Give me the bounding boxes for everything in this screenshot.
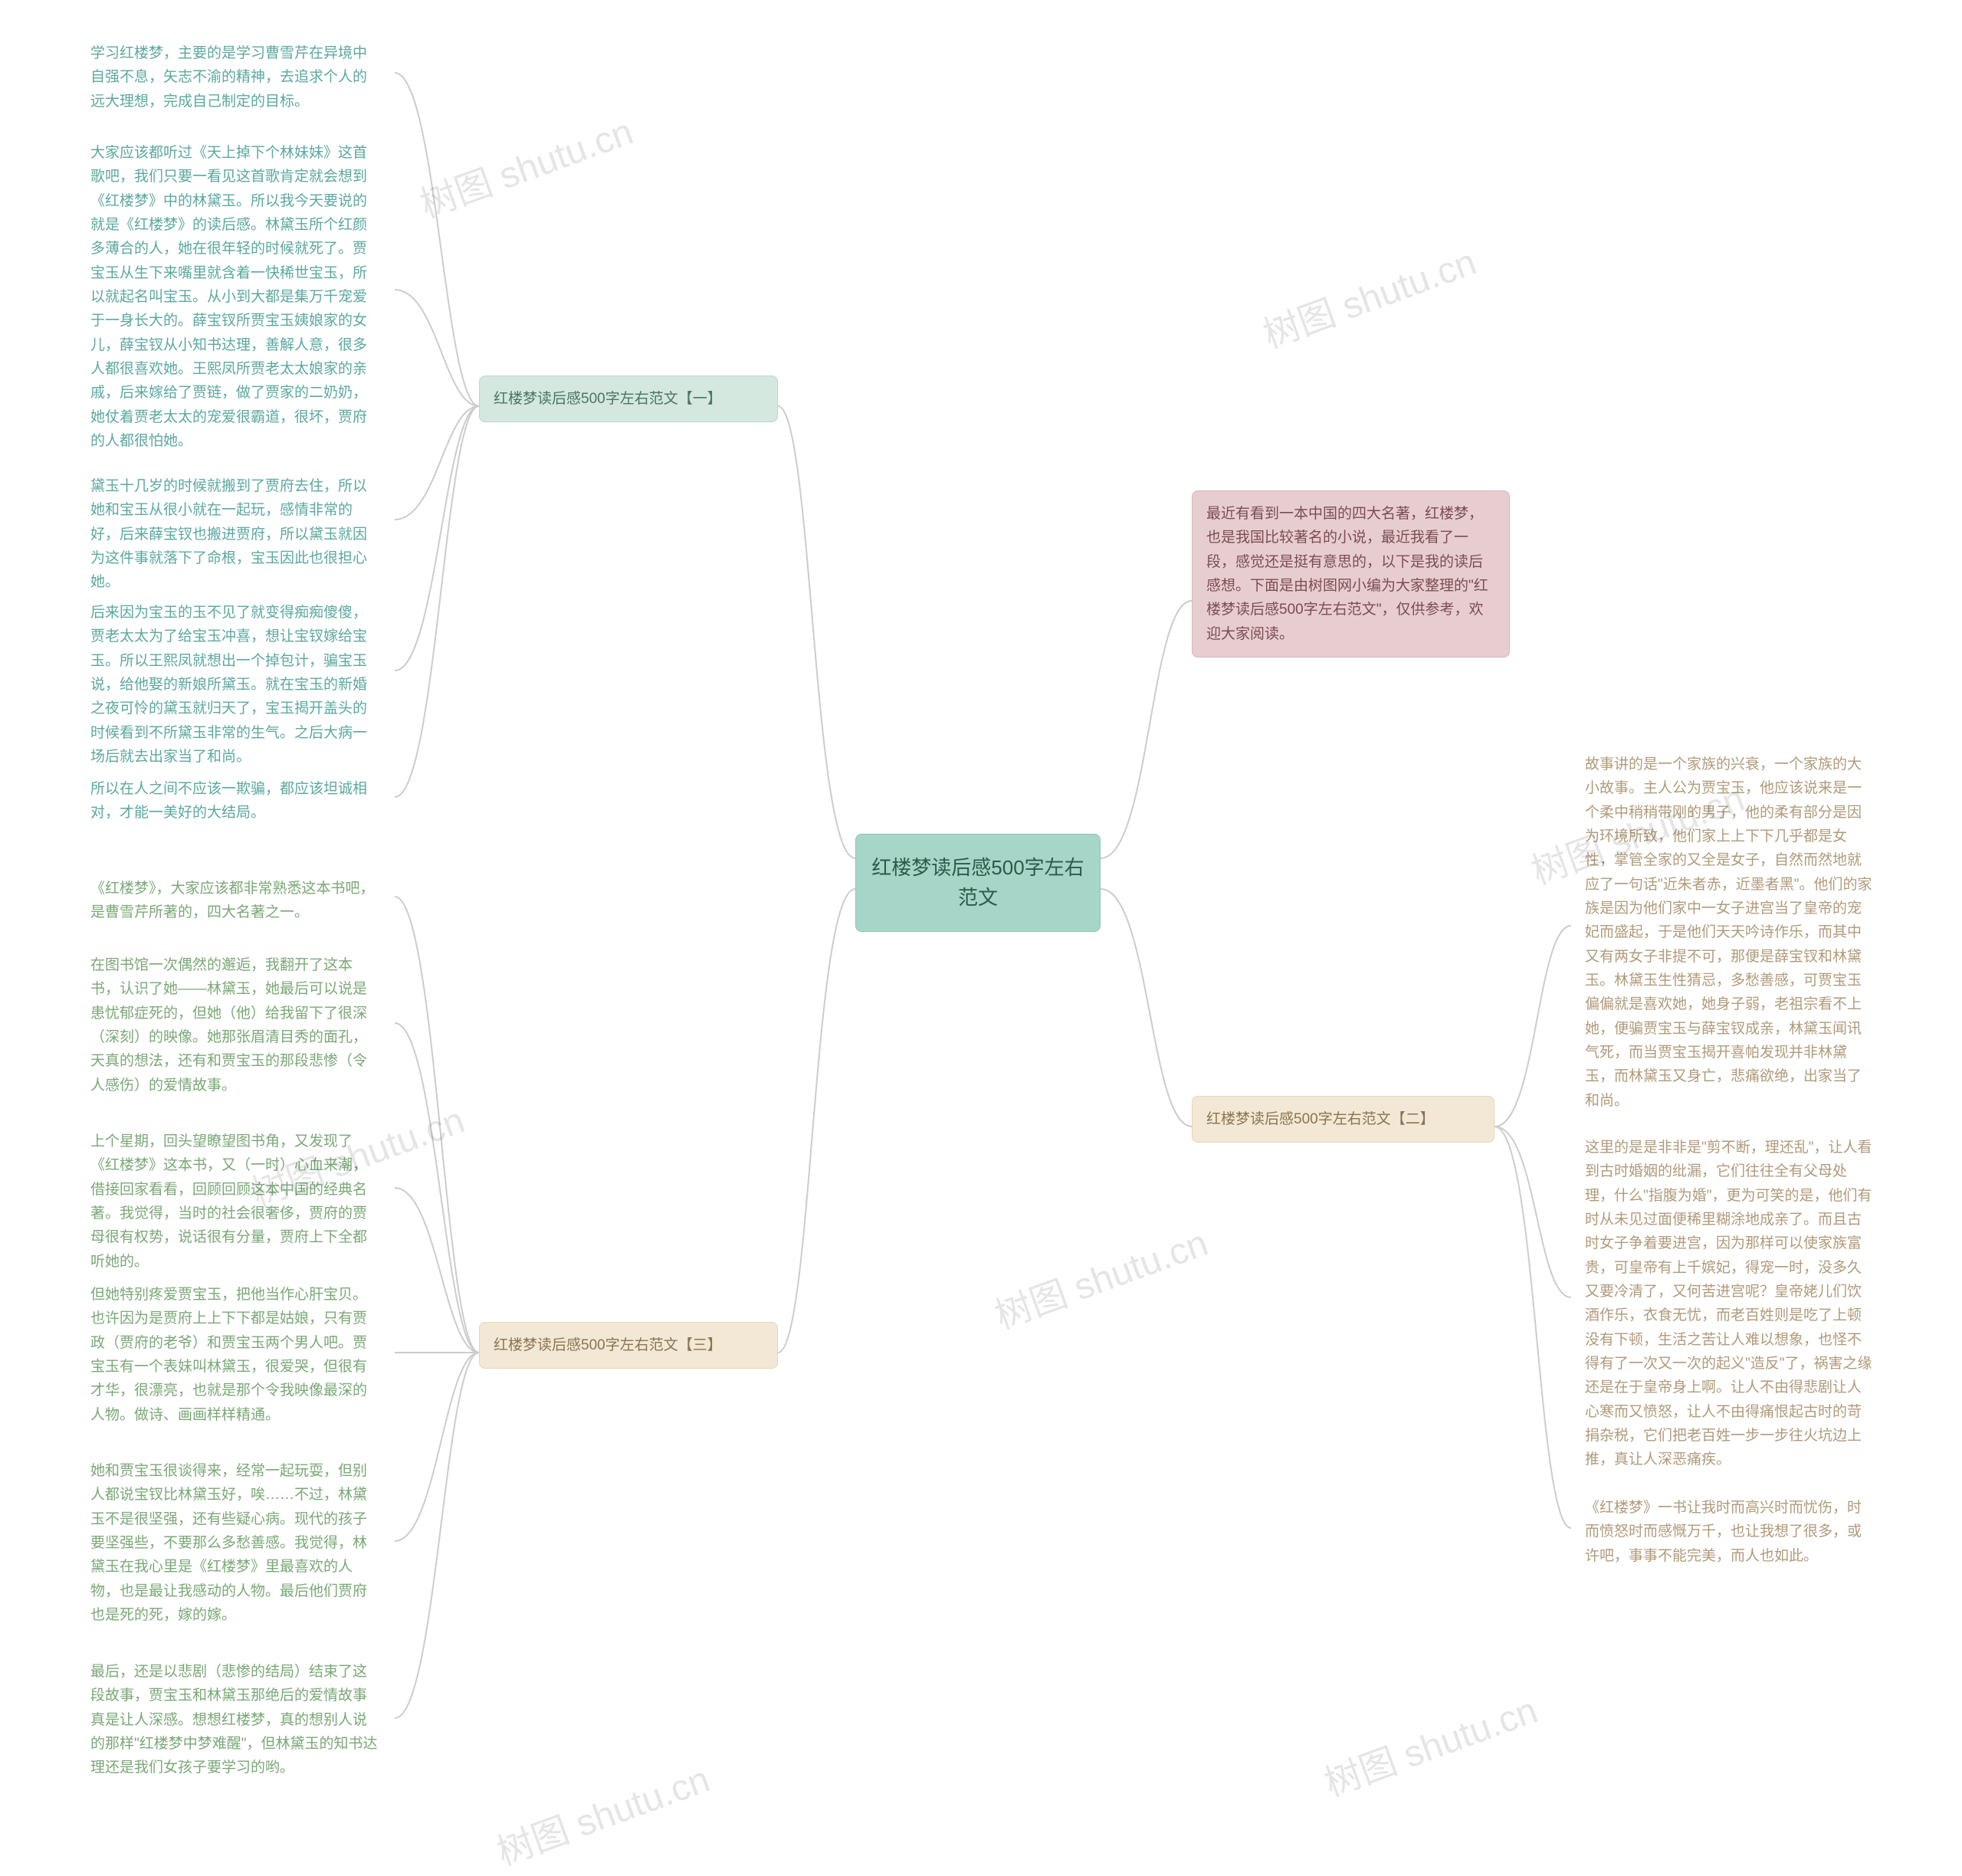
section2-node: 红楼梦读后感500字左右范文【二】 bbox=[1192, 1096, 1494, 1143]
section3-leaf: 上个星期，回头望瞭望图书角，又发现了《红楼梦》这本书，又（一时）心血来潮，借接回… bbox=[77, 1119, 395, 1284]
section2-leaf: 故事讲的是一个家族的兴衰，一个家族的大小故事。主人公为贾宝玉，他应该说来是一个柔… bbox=[1571, 742, 1889, 1123]
watermark: 树图 shutu.cn bbox=[412, 101, 639, 228]
section1-leaf: 所以在人之间不应该一欺骗，都应该坦诚相对，才能一美好的大结局。 bbox=[77, 766, 395, 836]
section3-leaf: 《红楼梦》，大家应该都非常熟悉这本书吧，是曹雪芹所著的，四大名著之一。 bbox=[77, 866, 395, 936]
section3-title: 红楼梦读后感500字左右范文【三】 bbox=[494, 1337, 722, 1353]
watermark: 树图 shutu.cn bbox=[488, 1749, 716, 1875]
watermark: 树图 shutu.cn bbox=[986, 1212, 1214, 1339]
section1-node: 红楼梦读后感500字左右范文【一】 bbox=[479, 376, 778, 422]
section1-leaf: 大家应该都听过《天上掉下个林妹妹》这首歌吧，我们只要一看见这首歌肯定就会想到《红… bbox=[77, 130, 395, 464]
intro-node: 最近有看到一本中国的四大名著，红楼梦，也是我国比较著名的小说，最近我看了一段，感… bbox=[1192, 490, 1510, 658]
intro-text: 最近有看到一本中国的四大名著，红楼梦，也是我国比较著名的小说，最近我看了一段，感… bbox=[1206, 506, 1488, 642]
section2-leaf: 这里的是是非非是"剪不断，理还乱"，让人看到古时婚姻的纰漏，它们往往全有父母处理… bbox=[1571, 1125, 1889, 1483]
watermark: 树图 shutu.cn bbox=[1255, 231, 1482, 358]
section1-title: 红楼梦读后感500字左右范文【一】 bbox=[494, 391, 722, 407]
center-node: 红楼梦读后感500字左右范文 bbox=[855, 834, 1101, 932]
section3-leaf: 在图书馆一次偶然的邂逅，我翻开了这本书，认识了她——林黛玉，她最后可以说是患忧郁… bbox=[77, 943, 395, 1108]
section3-node: 红楼梦读后感500字左右范文【三】 bbox=[479, 1322, 778, 1369]
center-text: 红楼梦读后感500字左右范文 bbox=[871, 856, 1084, 909]
section3-leaf: 最后，还是以悲剧（悲惨的结局）结束了这段故事，贾宝玉和林黛玉那绝后的爱情故事真是… bbox=[77, 1649, 395, 1791]
section2-leaf: 《红楼梦》一书让我时而高兴时而忧伤，时而愤怒时而感慨万千，也让我想了很多，或许吧… bbox=[1571, 1485, 1889, 1579]
watermark: 树图 shutu.cn bbox=[1316, 1680, 1544, 1806]
section3-leaf: 她和贾宝玉很谈得来，经常一起玩耍，但别人都说宝钗比林黛玉好，唉……不过，林黛玉不… bbox=[77, 1448, 395, 1638]
section2-title: 红楼梦读后感500字左右范文【二】 bbox=[1206, 1111, 1435, 1127]
section1-leaf: 黛玉十几岁的时候就搬到了贾府去住，所以她和宝玉从很小就在一起玩，感情非常的好，后… bbox=[77, 464, 395, 605]
section3-leaf: 但她特别疼爱贾宝玉，把他当作心肝宝贝。也许因为是贾府上上下下都是姑娘，只有贾政（… bbox=[77, 1272, 395, 1438]
section1-leaf: 学习红楼梦，主要的是学习曹雪芹在异境中自强不息，矢志不渝的精神，去追求个人的远大… bbox=[77, 31, 395, 124]
section1-leaf: 后来因为宝玉的玉不见了就变得痴痴傻傻，贾老太太为了给宝玉冲喜，想让宝钗嫁给宝玉。… bbox=[77, 590, 395, 779]
